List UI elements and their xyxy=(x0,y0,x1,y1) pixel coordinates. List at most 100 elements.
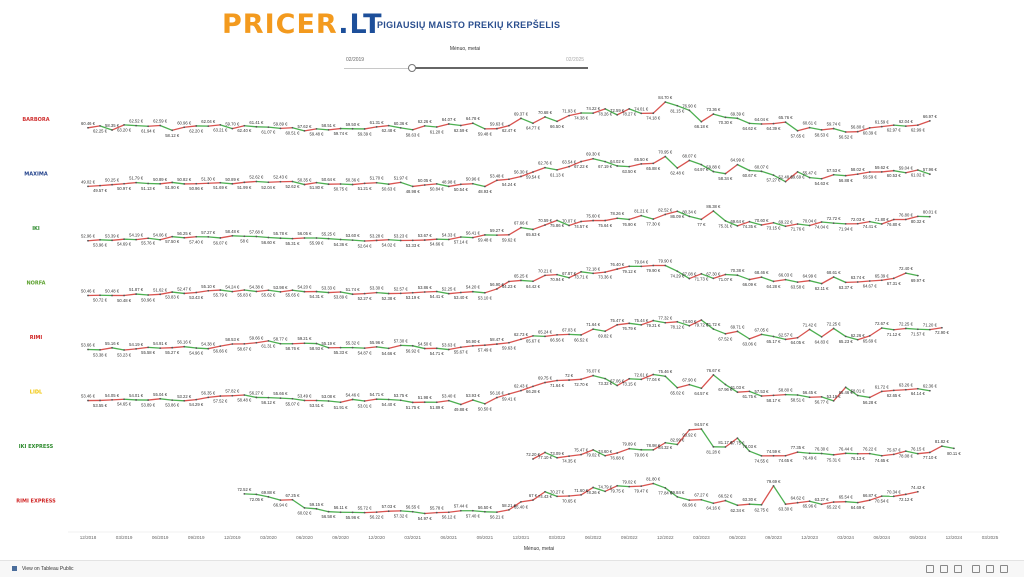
data-point xyxy=(328,511,330,513)
series-segment xyxy=(461,237,473,238)
data-label: 54.19 € xyxy=(129,233,144,238)
series-segment xyxy=(329,239,341,240)
series-segment xyxy=(268,237,280,238)
data-label: 64.23 € xyxy=(502,284,517,289)
data-point xyxy=(340,291,342,293)
series-segment xyxy=(425,184,437,185)
data-label: 54.91 € xyxy=(153,341,168,346)
data-label: 70.94 € xyxy=(550,277,565,282)
series-segment xyxy=(629,216,641,220)
filter-range-end: 02/2025 xyxy=(566,57,584,63)
data-point xyxy=(929,120,931,122)
data-label: 72.18 € xyxy=(586,266,601,271)
data-label: 63.50 € xyxy=(622,169,637,174)
data-point xyxy=(556,334,558,336)
series-segment xyxy=(689,385,701,389)
data-label: 60.51 € xyxy=(285,130,300,135)
series-segment xyxy=(365,347,377,348)
data-point xyxy=(436,291,438,293)
data-label: 59.39 € xyxy=(358,131,373,136)
data-label: 55.19 € xyxy=(322,341,337,346)
series-segment xyxy=(112,184,124,185)
data-label: 79.89 € xyxy=(622,442,637,447)
data-point xyxy=(929,452,931,454)
data-point xyxy=(869,127,871,129)
data-label: 58.67 € xyxy=(237,346,252,351)
series-segment xyxy=(689,160,701,164)
redo-icon[interactable] xyxy=(940,565,948,573)
data-label: 62.75 € xyxy=(755,507,770,512)
data-label: 54.31 € xyxy=(310,294,325,299)
data-point xyxy=(532,335,534,337)
data-label: 81.82 € xyxy=(935,439,950,444)
data-point xyxy=(460,404,462,406)
data-point xyxy=(833,328,835,330)
data-point xyxy=(424,291,426,293)
data-point xyxy=(809,396,811,398)
data-point xyxy=(773,455,775,457)
data-point xyxy=(135,125,137,127)
data-label: 58.80 € xyxy=(779,388,794,393)
undo-icon[interactable] xyxy=(926,565,934,573)
data-point xyxy=(268,237,270,239)
series-segment xyxy=(280,398,292,399)
fullscreen-icon[interactable] xyxy=(1000,565,1008,573)
data-point xyxy=(845,386,847,388)
data-label: 65.96 € xyxy=(803,504,818,509)
series-segment xyxy=(220,183,232,184)
data-label: 71.57 € xyxy=(911,332,926,337)
series-segment xyxy=(846,174,858,176)
series-segment xyxy=(665,266,677,272)
series-segment xyxy=(677,497,689,500)
data-point xyxy=(604,455,606,457)
data-label: 53.89 € xyxy=(334,295,349,300)
data-label: 61.72 € xyxy=(875,384,890,389)
series-segment xyxy=(810,178,822,179)
series-segment xyxy=(377,240,389,241)
series-segment xyxy=(653,484,665,488)
data-point xyxy=(219,395,221,397)
data-point xyxy=(364,347,366,349)
view-on-tableau-link[interactable]: View on Tableau Public xyxy=(22,566,74,572)
data-point xyxy=(268,340,270,342)
series-segment xyxy=(304,508,316,509)
series-segment xyxy=(425,239,437,240)
data-label: 55.72 € xyxy=(358,506,373,511)
data-label: 64.99 € xyxy=(803,274,818,279)
data-point xyxy=(688,278,690,280)
data-point xyxy=(412,239,414,241)
data-label: 50.84 € xyxy=(430,186,445,191)
series-segment xyxy=(256,237,268,238)
series-segment xyxy=(641,266,653,267)
x-axis-label: Mėnuo, metai xyxy=(524,546,554,552)
share-icon[interactable] xyxy=(972,565,980,573)
data-label: 73.15 € xyxy=(767,225,782,230)
data-point xyxy=(159,398,161,400)
data-point xyxy=(195,183,197,185)
revert-icon[interactable] xyxy=(954,565,962,573)
download-icon[interactable] xyxy=(986,565,994,573)
series-segment xyxy=(533,225,545,229)
data-label: 79.12 € xyxy=(622,269,637,274)
data-label: 72.72 € xyxy=(827,216,842,221)
series-segment xyxy=(786,452,798,456)
data-label: 77.10 € xyxy=(923,455,938,460)
series-segment xyxy=(136,347,148,349)
series-segment xyxy=(160,399,172,400)
data-label: 64.83 € xyxy=(815,339,830,344)
data-label: 53.28 € xyxy=(370,233,385,238)
series-segment xyxy=(557,456,569,458)
series-segment xyxy=(798,224,810,226)
series-segment xyxy=(822,175,834,179)
subtitle: PIGIAUSIŲ MAISTO PREKIŲ KREPŠELIS xyxy=(377,20,560,30)
data-point xyxy=(845,336,847,338)
series-segment xyxy=(353,294,365,295)
series-segment xyxy=(930,446,942,452)
data-label: 62.48 € xyxy=(382,128,397,133)
data-point xyxy=(328,183,330,185)
series-segment xyxy=(148,238,160,240)
slider-handle[interactable] xyxy=(408,64,416,72)
data-label: 58.51 € xyxy=(322,123,337,128)
data-label: 55.27 € xyxy=(165,350,180,355)
data-label: 71.72 € xyxy=(706,322,721,327)
